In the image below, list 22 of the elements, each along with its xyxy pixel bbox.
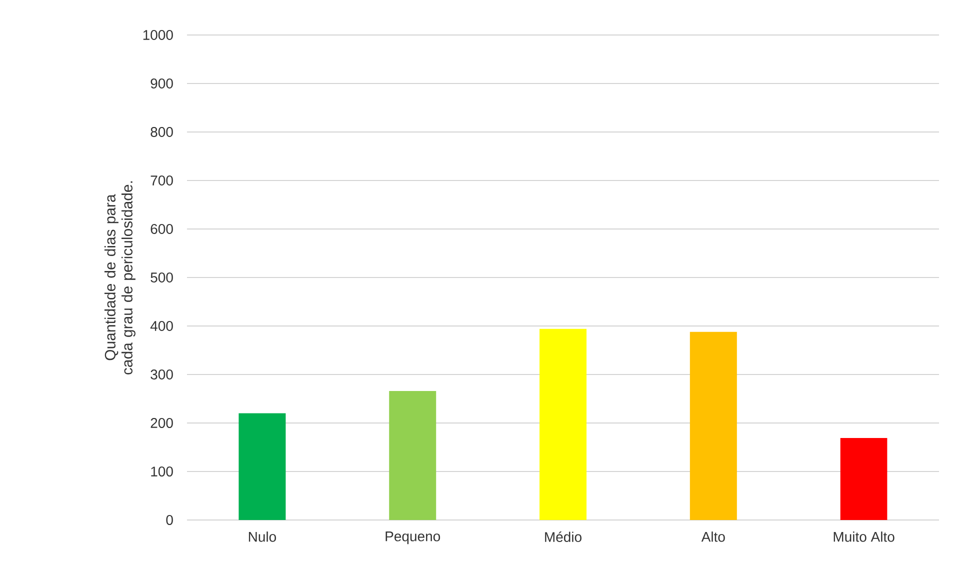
bar xyxy=(840,438,888,520)
bar xyxy=(238,413,286,520)
y-tick-label: 800 xyxy=(150,127,173,137)
y-tick-label: 0 xyxy=(166,515,173,525)
x-tick-label: Pequeno xyxy=(386,532,440,544)
y-tick-label: 700 xyxy=(150,176,173,186)
x-tick-label: Nulo xyxy=(248,532,276,542)
y-tick-label: 100 xyxy=(151,466,173,476)
y-tick-label: 300 xyxy=(150,370,173,380)
x-tick-label: Alto xyxy=(701,532,725,542)
y-tick-label: 600 xyxy=(150,224,173,234)
y-axis-title: Quantidade de dias para cada grau de periculosidade. xyxy=(104,181,136,374)
y-tick-label: 500 xyxy=(150,272,173,282)
bar xyxy=(540,328,587,520)
x-tick-label: Muito Alto xyxy=(834,532,894,542)
y-tick-label: 400 xyxy=(150,321,173,331)
x-tick-label: Médio xyxy=(545,532,582,542)
y-tick-label: 200 xyxy=(150,418,173,428)
y-tick-label: 1000 xyxy=(143,30,173,40)
y-tick-label: 900 xyxy=(150,78,173,88)
bar xyxy=(389,390,436,520)
bar xyxy=(690,332,737,520)
